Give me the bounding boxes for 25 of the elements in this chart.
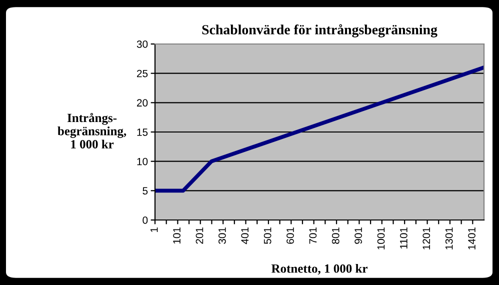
x-tick-label: 601 <box>286 227 294 244</box>
x-axis-title: Rotnetto, 1 000 kr <box>271 264 368 275</box>
x-tick-label: 201 <box>196 227 204 244</box>
x-tick-label: 1401 <box>468 227 476 250</box>
x-tick-label: 901 <box>354 227 362 244</box>
y-tick-label: 10 <box>137 158 148 166</box>
chart-title: Schablonvärde för intrångsbegränsning <box>202 24 438 38</box>
y-tick-label: 5 <box>142 187 148 195</box>
x-tick-label: 1101 <box>400 227 408 249</box>
y-tick-label: 20 <box>136 99 148 107</box>
x-tick-label: 401 <box>241 227 249 244</box>
x-tick-label: 1001 <box>377 227 385 250</box>
x-tick-label: 1201 <box>422 227 430 250</box>
x-tick-label: 701 <box>309 227 317 244</box>
x-tick-label: 301 <box>218 227 226 244</box>
x-tick-label: 1 <box>150 227 158 232</box>
y-tick-label: 15 <box>137 128 148 136</box>
x-tick-label: 101 <box>173 227 180 244</box>
x-tick-label: 801 <box>332 227 340 244</box>
y-axis-title: Intrångs- begränsning, 1 000 kr <box>58 112 126 148</box>
x-tick-label: 1301 <box>445 227 453 250</box>
y-tick-label: 30 <box>136 40 148 48</box>
x-tick-label: 501 <box>264 227 272 244</box>
y-tick-label: 25 <box>136 70 148 78</box>
y-tick-label: 0 <box>142 216 148 224</box>
